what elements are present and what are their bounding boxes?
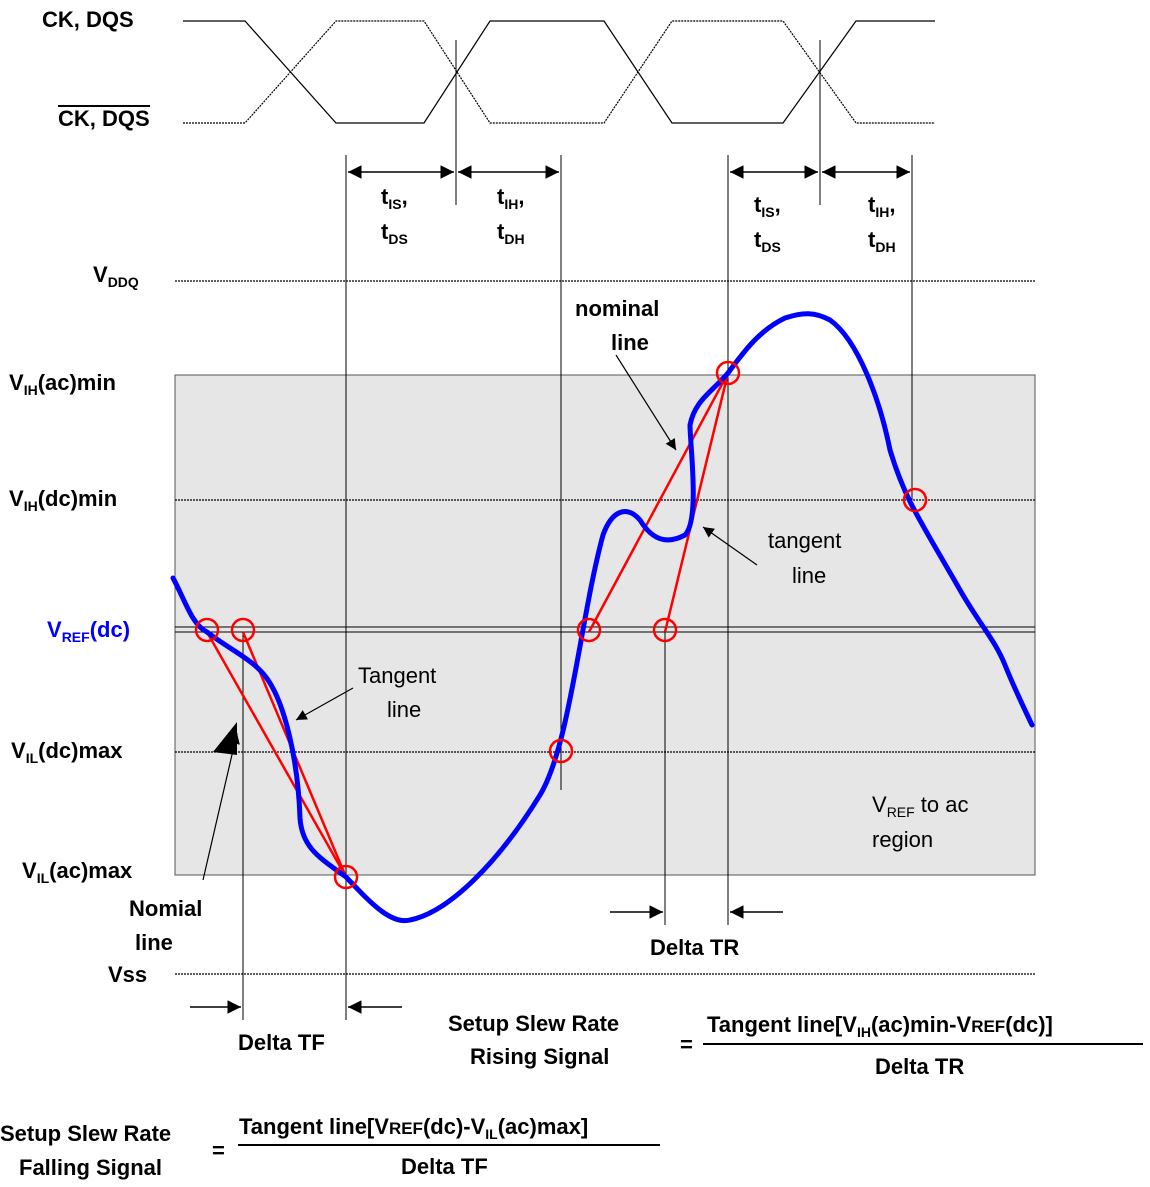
vih-dc-label: VIH(dc)min <box>9 486 118 514</box>
tangent-line-label-falling-1: Tangent <box>358 663 437 688</box>
vref-line <box>175 626 1035 633</box>
annotation-pointers <box>202 354 758 881</box>
tangent-line-label-rising-1: tangent <box>768 528 842 553</box>
falling-formula-label-1: Setup Slew Rate <box>0 1121 172 1146</box>
delta-arrows <box>190 905 783 1014</box>
falling-formula-numerator: Tangent line[VREF(dc)-VIL(ac)max] <box>239 1114 589 1142</box>
crossing-markers <box>194 360 928 890</box>
ck-dqs-bar-label: CK, DQS <box>58 105 150 131</box>
rising-formula-denominator: Delta TR <box>875 1054 965 1079</box>
ck-dqs-label: CK, DQS <box>42 7 134 32</box>
ck-dqs-bar-waveform <box>183 20 935 124</box>
falling-formula-denominator: Delta TF <box>401 1154 488 1179</box>
marker-vref-rising-tangent <box>652 617 678 643</box>
marker-vref-falling-nominal <box>194 617 220 643</box>
falling-formula-label-2: Falling Signal <box>19 1155 163 1180</box>
rising-nominal-line <box>587 372 730 633</box>
vil-dc-label: VIL(dc)max <box>11 738 123 766</box>
t-is-label-2: tIS, <box>754 192 781 220</box>
falling-nominal-line <box>205 631 348 878</box>
vref-label: VREF(dc) <box>47 617 131 645</box>
t-dh-label-1: tDH <box>497 219 525 247</box>
t-ds-label-1: tDS <box>381 219 408 247</box>
vddq-label: VDDQ <box>93 262 139 290</box>
delta-tr-label: Delta TR <box>650 935 740 960</box>
region-label-2: region <box>872 827 934 852</box>
nominal-line-label-2: line <box>611 330 649 355</box>
marker-vref-rising-nominal <box>576 617 602 643</box>
t-is-label-1: tIS, <box>381 184 408 212</box>
rising-formula-equals: = <box>680 1032 693 1057</box>
region-label-1: VREF to ac <box>872 792 969 820</box>
nomial-line-label-1: Nomial <box>129 896 203 921</box>
ck-dqs-waveform <box>183 20 935 124</box>
tangent-line-label-falling-2: line <box>387 697 422 722</box>
t-ds-label-2: tDS <box>754 227 781 255</box>
vss-label: Vss <box>108 962 148 987</box>
rising-formula-label-1: Setup Slew Rate <box>448 1011 620 1036</box>
marker-vil-dc <box>548 738 574 764</box>
rising-formula-numerator: Tangent line[VIH(ac)min-VREF(dc)] <box>707 1012 1053 1040</box>
delta-tf-label: Delta TF <box>238 1030 325 1055</box>
vih-ac-label: VIH(ac)min <box>9 370 116 398</box>
t-ih-label-1: tIH, <box>497 184 525 212</box>
signal-waveform <box>170 311 1035 924</box>
t-ih-label-2: tIH, <box>868 192 896 220</box>
voltage-level-lines <box>175 280 1035 975</box>
nomial-line-label-2: line <box>135 930 173 955</box>
marker-vil-ac <box>333 864 359 890</box>
rising-tangent-line <box>663 372 730 633</box>
marker-vih-dc <box>902 487 928 513</box>
tangent-line-label-rising-2: line <box>792 563 827 588</box>
t-dh-label-2: tDH <box>868 227 896 255</box>
marker-vref-falling-tangent <box>230 617 256 643</box>
nomial-pointer-head <box>213 722 237 755</box>
nominal-line-label-1: nominal <box>575 296 660 321</box>
marker-vih-ac <box>715 360 741 386</box>
rising-formula-label-2: Rising Signal <box>470 1044 610 1069</box>
vil-ac-label: VIL(ac)max <box>22 858 133 886</box>
falling-formula-equals: = <box>212 1138 225 1163</box>
